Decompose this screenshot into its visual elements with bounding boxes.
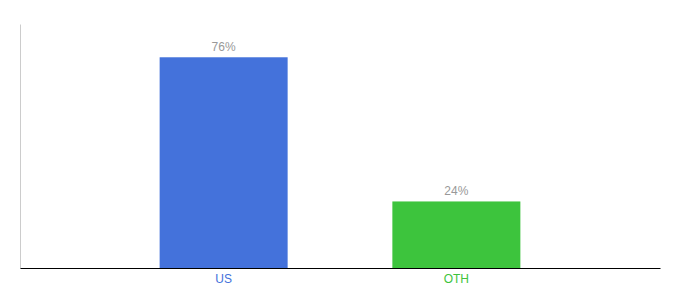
data-label: 76% bbox=[212, 40, 236, 54]
x-tick: OTH bbox=[444, 272, 469, 286]
chart: US OTH 76% 24% bbox=[0, 0, 680, 300]
x-axis-line bbox=[21, 268, 661, 269]
x-tick-label: US bbox=[215, 272, 232, 286]
x-axis: US OTH bbox=[21, 269, 661, 286]
bars bbox=[160, 57, 521, 268]
x-tick: US bbox=[215, 272, 232, 286]
data-label: 24% bbox=[444, 184, 468, 198]
plot: US OTH 76% 24% bbox=[21, 25, 661, 286]
y-axis bbox=[20, 25, 21, 269]
data-labels: 76% 24% bbox=[212, 40, 469, 198]
x-tick-label: OTH bbox=[444, 272, 469, 286]
bar bbox=[160, 57, 288, 268]
bar bbox=[392, 201, 520, 268]
y-axis-line bbox=[20, 25, 21, 269]
